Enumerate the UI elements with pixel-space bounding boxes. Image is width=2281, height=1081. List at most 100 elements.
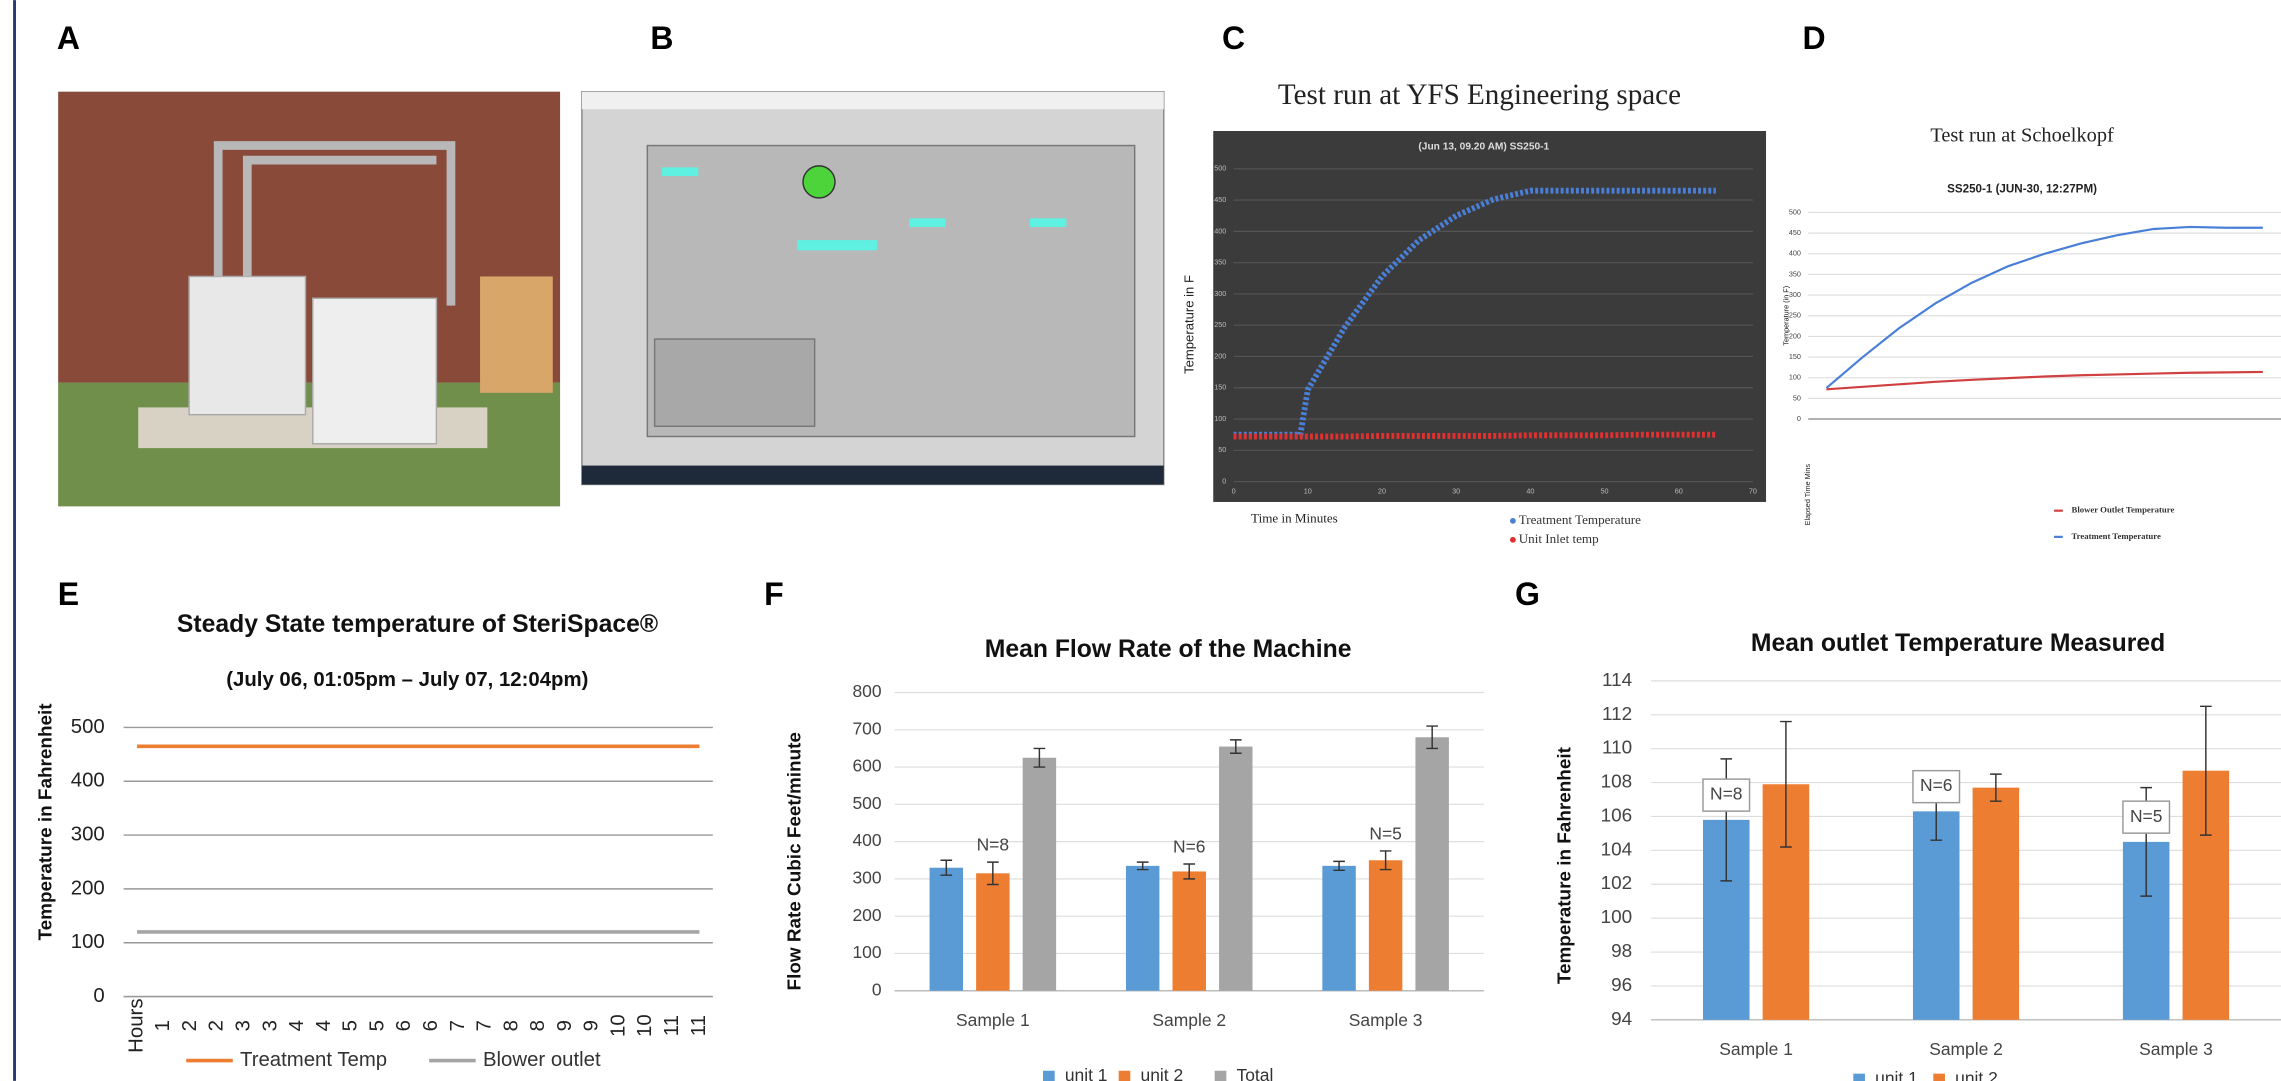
y-tick-label: 450: [1789, 228, 1801, 237]
panel-label: F: [764, 576, 784, 612]
y-tick-label: 104: [1601, 839, 1633, 860]
y-axis-label: Flow Rate Cubic Feet/minute: [785, 732, 806, 990]
y-tick-label: 300: [1214, 289, 1226, 298]
annotation: N=5: [1369, 824, 1401, 844]
annotation: N=5: [2130, 806, 2162, 826]
legend-label: unit 2: [1955, 1068, 1998, 1081]
y-tick-label: 150: [1214, 383, 1226, 392]
x-tick-label: 0: [1232, 487, 1236, 496]
error-bar: [1229, 739, 1242, 755]
y-tick-label: 200: [71, 877, 105, 899]
plot-background: [1213, 130, 1767, 502]
legend-swatch: [1214, 1070, 1227, 1081]
y-tick-label: 400: [1789, 249, 1801, 258]
error-bar: [1990, 773, 2002, 802]
y-tick-label: 100: [1601, 907, 1633, 928]
y-tick-label: 400: [852, 830, 881, 850]
x-axis-label: Time in Minutes: [1251, 510, 1338, 525]
series-line: [1233, 187, 1716, 438]
legend-swatch: [1043, 1070, 1055, 1081]
bar: [1022, 757, 1057, 991]
y-tick-label: 300: [852, 868, 881, 888]
series-line: [1825, 225, 2263, 389]
panel-label: A: [57, 20, 80, 56]
chart-title: Mean outlet Temperature Measured: [1751, 630, 2165, 657]
error-bar: [940, 859, 953, 876]
y-tick-label: 50: [1793, 393, 1801, 402]
legend-swatch: [1853, 1073, 1865, 1081]
annotation: N=6: [1920, 775, 1952, 795]
annotation: N=8: [977, 835, 1009, 855]
bar: [1125, 865, 1160, 991]
y-axis-label: Temperature in Fahrenheit: [1554, 746, 1575, 984]
y-tick-label: 600: [852, 756, 881, 776]
y-tick-label: 350: [1789, 269, 1801, 278]
x-tick-label: 11: [688, 1015, 710, 1036]
y-tick-label: 0: [872, 979, 882, 999]
x-tick-label: 1: [152, 1020, 174, 1031]
y-tick-label: 114: [1602, 670, 1632, 691]
legend-label: unit 1: [1065, 1065, 1108, 1081]
x-tick-label: 4: [286, 1020, 308, 1031]
y-tick-label: 0: [1797, 414, 1801, 423]
x-tick-label: 10: [1304, 487, 1312, 496]
y-tick-label: 300: [1789, 290, 1801, 299]
y-tick-label: 94: [1611, 1009, 1632, 1030]
legend-label: Treatment Temperature: [2072, 531, 2161, 541]
error-bar: [1136, 861, 1149, 871]
y-axis-label: Temperature in Fahrenheit: [36, 703, 57, 941]
bar: [1415, 737, 1449, 991]
x-tick-label: 10: [634, 1014, 656, 1037]
legend-label: Treatment Temp: [240, 1049, 387, 1071]
x-tick-label: 9: [554, 1020, 576, 1031]
y-tick-label: 500: [71, 716, 105, 738]
panel-label: D: [1802, 20, 1825, 56]
y-tick-label: 102: [1601, 873, 1633, 894]
x-tick-label: 2: [206, 1020, 228, 1031]
legend-swatch: [1118, 1070, 1131, 1081]
x-tick-label: 40: [1526, 487, 1534, 496]
y-tick-label: 500: [1789, 207, 1801, 216]
x-tick-label: 3: [233, 1020, 255, 1031]
x-tick-label: 5: [340, 1020, 362, 1031]
chart-subtitle: (July 06, 01:05pm – July 07, 12:04pm): [226, 669, 588, 691]
x-tick-label: 9: [581, 1020, 603, 1031]
error-bar: [1780, 720, 1792, 848]
y-tick-label: 200: [1214, 351, 1226, 360]
annotation: N=6: [1173, 837, 1205, 857]
error-bar: [1033, 747, 1046, 768]
y-tick-label: 400: [1214, 226, 1226, 235]
y-tick-label: 110: [1602, 738, 1632, 759]
chart-subtitle: (Jun 13, 09.20 AM) SS250-1: [1418, 142, 1549, 153]
x-tick-label: 4: [313, 1020, 335, 1031]
bar: [1972, 787, 2020, 1020]
y-axis-label: Temperature in F: [1181, 275, 1196, 374]
x-axis-label: Elapsed Time Mins: [1803, 464, 1812, 526]
bar: [1368, 860, 1403, 991]
chart-title: Test run at Schoelkopf: [1930, 124, 2114, 146]
annotation-box: [1702, 778, 1751, 812]
chart-title: Steady State temperature of SteriSpace®: [177, 611, 658, 638]
y-tick-label: 100: [71, 931, 105, 953]
series-line: [1826, 370, 2263, 391]
panel-label: E: [58, 576, 79, 612]
y-tick-label: 100: [852, 942, 881, 962]
y-tick-label: 250: [1214, 320, 1226, 329]
bar: [1219, 746, 1253, 991]
screenshot: [581, 90, 1165, 486]
chart-subtitle: SS250-1 (JUN-30, 12:27PM): [1947, 182, 2097, 195]
x-tick-label: Sample 2: [1929, 1039, 2003, 1059]
x-tick-label: Sample 2: [1152, 1010, 1226, 1030]
bar: [1322, 865, 1356, 991]
error-bar: [2200, 705, 2212, 836]
x-tick-label: 5: [366, 1020, 388, 1031]
y-tick-label: 100: [1789, 373, 1801, 382]
y-tick-label: 250: [1789, 311, 1801, 320]
x-tick-label: Hours: [125, 998, 147, 1052]
y-tick-label: 96: [1611, 975, 1632, 996]
y-tick-label: 0: [1222, 477, 1226, 486]
y-tick-label: 700: [852, 718, 881, 738]
y-tick-label: 200: [852, 905, 881, 925]
y-tick-label: 450: [1214, 195, 1226, 204]
